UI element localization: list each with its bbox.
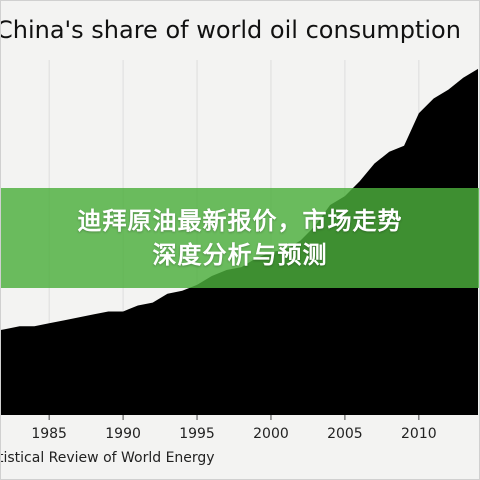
tick-label-2010: 2010: [401, 426, 437, 442]
area-series: [0, 68, 478, 415]
banner-line-1: 迪拜原油最新报价，市场走势: [77, 207, 403, 235]
banner-line-2: 深度分析与预测: [152, 241, 328, 269]
tick-label-1985: 1985: [31, 426, 67, 442]
tick-label-2005: 2005: [327, 426, 363, 442]
x-axis-ticks: 1985 1990 1995 2000 2005 2010: [31, 415, 437, 442]
tick-label-1990: 1990: [105, 426, 141, 442]
area-fill: [0, 68, 478, 415]
overlay-banner: 迪拜原油最新报价，市场走势 深度分析与预测: [0, 188, 480, 288]
chart-title: China's share of world oil consumption: [0, 16, 461, 44]
tick-label-2000: 2000: [253, 426, 289, 442]
tick-label-1995: 1995: [179, 426, 215, 442]
chart-source: tistical Review of World Energy: [0, 450, 215, 466]
